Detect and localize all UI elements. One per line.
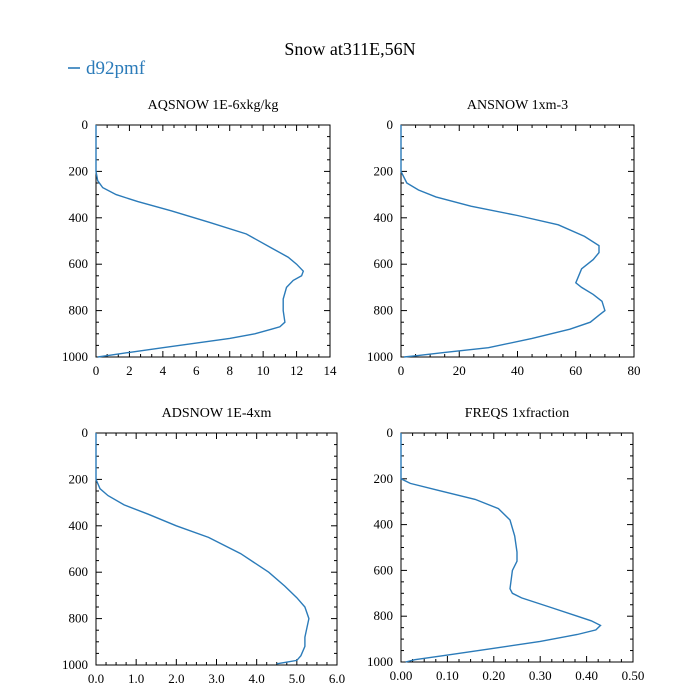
- series-line: [95, 433, 310, 665]
- x-tick-label: 8: [226, 363, 233, 378]
- x-tick-label: 14: [324, 363, 338, 378]
- series-line: [400, 433, 602, 663]
- y-tick-label: 800: [374, 608, 394, 623]
- panel-title: ANSNOW 1xm-3: [467, 98, 568, 113]
- y-tick-label: 600: [374, 562, 394, 577]
- panels-group: AQSNOW 1E-6xkg/kg0 2 4 6 8 10 12 14020040060080…: [62, 98, 644, 686]
- y-tick-label: 400: [69, 518, 89, 533]
- y-tick-label: 600: [69, 256, 89, 271]
- legend-label: d92pmf: [86, 58, 146, 79]
- y-tick-label: 0: [82, 117, 89, 132]
- x-tick-label: 20: [453, 363, 466, 378]
- y-tick-label: 800: [69, 611, 89, 626]
- axis-frame: [95, 432, 338, 666]
- series-line: [400, 125, 606, 358]
- y-tick-label: 1000: [367, 349, 393, 364]
- x-tick-label: 0.50: [622, 668, 645, 683]
- y-tick-label: 0: [387, 425, 394, 440]
- panel-title: FREQS 1xfraction: [465, 406, 570, 421]
- y-tick-label: 200: [374, 471, 394, 486]
- panel-4: FREQS 1xfraction 0.00 0.10 0.20 0.30 0.40 0.50…: [367, 406, 644, 683]
- x-tick-label: 60: [569, 363, 582, 378]
- panel-title: AQSNOW 1E-6xkg/kg: [148, 98, 279, 113]
- panel-3: ADSNOW 1E-4xm 0.0 1.0 2.0 3.0 4.0 5.0 6.0 0 200 40…: [62, 406, 345, 686]
- y-tick-label: 600: [374, 256, 394, 271]
- legend: d92pmf: [68, 58, 146, 79]
- x-tick-label: 80: [628, 363, 641, 378]
- y-tick-label: 400: [374, 517, 394, 532]
- panel-title: ADSNOW 1E-4xm: [162, 406, 272, 421]
- y-tick-label: 800: [69, 303, 89, 318]
- x-tick-label: 5.0: [289, 671, 305, 686]
- y-tick-label: 1000: [62, 349, 88, 364]
- x-tick-label: 0.30: [529, 668, 552, 683]
- y-tick-label: 1000: [62, 657, 88, 672]
- x-tick-label: 12: [290, 363, 303, 378]
- x-tick-label: 0.20: [482, 668, 505, 683]
- y-tick-label: 800: [374, 303, 394, 318]
- x-tick-label: 1.0: [128, 671, 144, 686]
- x-tick-label: 0.0: [88, 671, 104, 686]
- x-tick-label: 3.0: [208, 671, 224, 686]
- y-tick-label: 400: [69, 210, 89, 225]
- y-tick-label: 200: [69, 471, 89, 486]
- x-tick-label: 2.0: [168, 671, 184, 686]
- y-tick-label: 0: [82, 425, 89, 440]
- x-tick-label: 4.0: [249, 671, 265, 686]
- x-tick-label: 0: [398, 363, 405, 378]
- y-tick-label: 200: [374, 163, 394, 178]
- x-tick-label: 2: [126, 363, 133, 378]
- y-tick-label: 200: [69, 163, 89, 178]
- x-tick-label: 6.0: [329, 671, 345, 686]
- x-tick-label: 4: [160, 363, 167, 378]
- series-line: [95, 125, 305, 358]
- x-tick-label: 0.00: [390, 668, 413, 683]
- panel-1: AQSNOW 1E-6xkg/kg 0 2 4 6 8 10 12 14 0 200 400 600 80…: [62, 98, 337, 378]
- y-tick-label: 1000: [367, 654, 393, 669]
- y-tick-label: 600: [69, 564, 89, 579]
- x-tick-label: 40: [511, 363, 524, 378]
- x-tick-label: 6: [193, 363, 200, 378]
- chart-title: Snow at311E,56N: [284, 39, 415, 59]
- x-tick-label: 0: [93, 363, 100, 378]
- axis-frame: [95, 124, 331, 358]
- x-tick-label: 0.10: [436, 668, 459, 683]
- x-tick-label: 10: [257, 363, 270, 378]
- axis-frame: [400, 124, 635, 358]
- y-tick-label: 0: [387, 117, 394, 132]
- y-tick-label: 400: [374, 210, 394, 225]
- x-tick-label: 0.40: [575, 668, 598, 683]
